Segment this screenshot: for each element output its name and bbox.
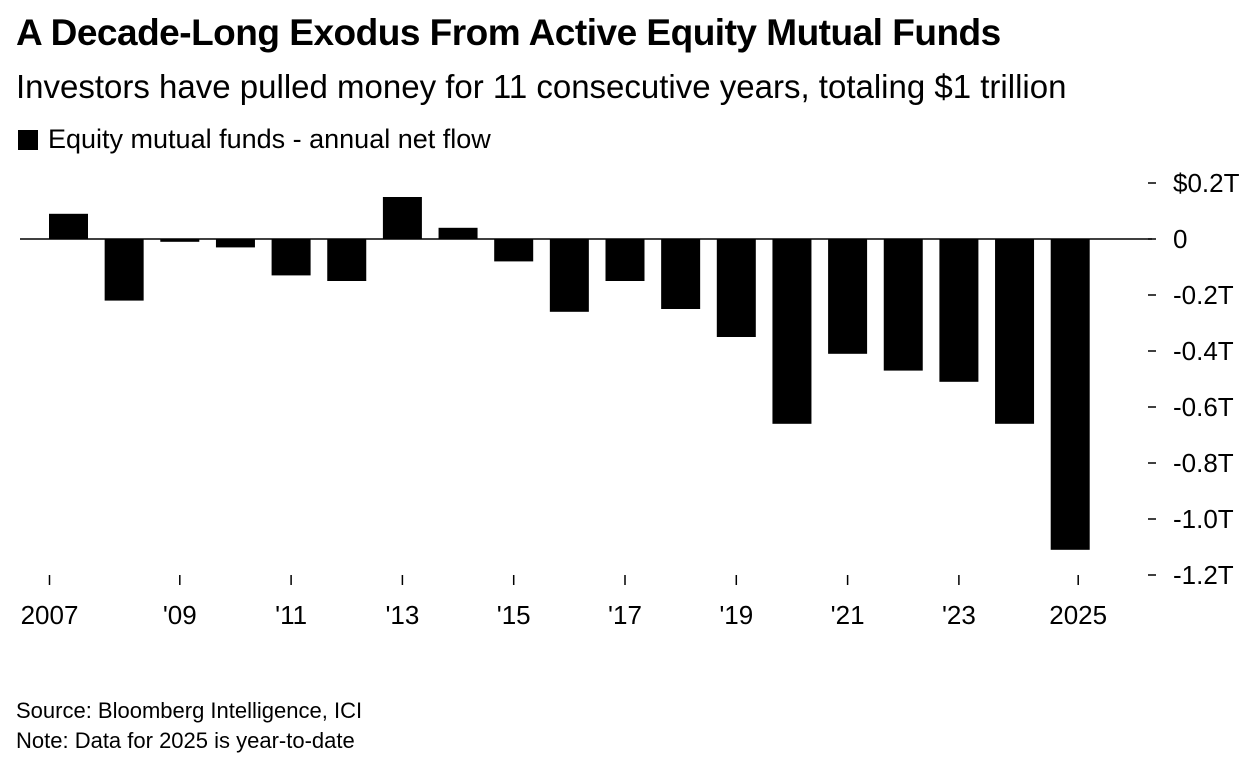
bar-2016 — [549, 239, 589, 312]
bar-2014 — [438, 227, 478, 239]
bar-2020 — [772, 239, 812, 424]
bar-2011 — [271, 239, 311, 276]
bar-2010 — [215, 239, 255, 248]
bar-2025 — [1050, 239, 1090, 550]
y-tick-label: $0.2T — [1173, 168, 1240, 198]
x-tick-label: '19 — [719, 600, 753, 630]
bar-2018 — [661, 239, 701, 309]
x-tick-label: '11 — [275, 600, 307, 630]
bar-2013 — [382, 197, 422, 239]
y-tick-label: -1.2T — [1173, 560, 1234, 590]
bars — [49, 197, 1090, 550]
y-tick-label: 0 — [1173, 224, 1187, 254]
y-tick-label: -0.2T — [1173, 280, 1234, 310]
chart-title: A Decade-Long Exodus From Active Equity … — [16, 12, 1001, 53]
bar-2023 — [939, 239, 979, 382]
bar-2024 — [995, 239, 1035, 424]
x-tick-label: '09 — [163, 600, 197, 630]
x-tick-label: '13 — [385, 600, 419, 630]
y-tick-label: -0.4T — [1173, 336, 1234, 366]
y-tick-label: -1.0T — [1173, 504, 1234, 534]
bar-2009 — [160, 239, 200, 242]
x-tick-label: 2007 — [21, 600, 79, 630]
bar-2008 — [104, 239, 144, 301]
bar-2015 — [494, 239, 534, 262]
note-text: Note: Data for 2025 is year-to-date — [16, 728, 355, 753]
y-tick-label: -0.6T — [1173, 392, 1234, 422]
legend: Equity mutual funds - annual net flow — [18, 124, 491, 155]
x-tick-label: 2025 — [1049, 600, 1107, 630]
y-axis: $0.2T 0 -0.2T -0.4T -0.6T -0.8T -1.0T -1.2T — [1148, 168, 1240, 590]
bar-2019 — [716, 239, 756, 337]
bar-2017 — [605, 239, 645, 281]
y-tick-label: -0.8T — [1173, 448, 1234, 478]
x-tick-label: '17 — [608, 600, 642, 630]
source-text: Source: Bloomberg Intelligence, ICI — [16, 698, 363, 723]
bar-2021 — [828, 239, 868, 354]
x-tick-label: '23 — [942, 600, 976, 630]
x-tick-label: '15 — [497, 600, 531, 630]
bar-2012 — [327, 239, 367, 281]
chart-subtitle: Investors have pulled money for 11 conse… — [16, 68, 1067, 105]
legend-swatch — [18, 129, 38, 150]
legend-label: Equity mutual funds - annual net flow — [48, 124, 491, 154]
x-tick-label: '21 — [831, 600, 865, 630]
bar-2007 — [49, 213, 88, 239]
bar-2022 — [883, 239, 923, 371]
x-axis: 2007 '09 '11 '13 '15 '17 '19 '21 '23 2025 — [21, 575, 1107, 630]
